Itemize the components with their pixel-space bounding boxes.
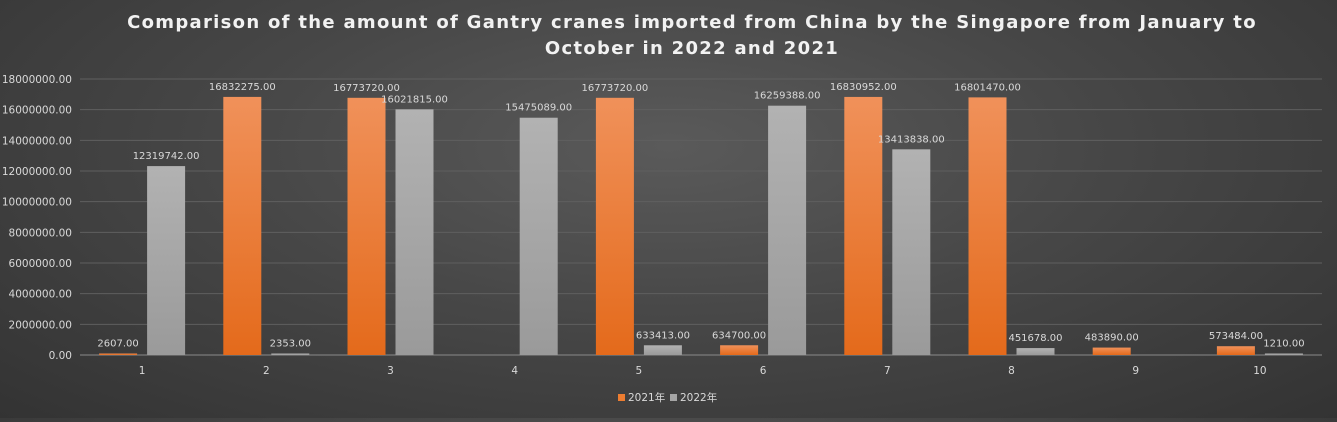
x-tick-label: 9 <box>1132 365 1139 377</box>
y-tick-label: 8000000.00 <box>9 227 72 239</box>
x-tick-label: 1 <box>139 365 146 377</box>
x-tick-label: 8 <box>1008 365 1015 377</box>
legend-label: 2021年 <box>628 391 665 404</box>
data-labels: 2607.00 12319742.00 16832275.00 2353.00 1677… <box>97 82 1304 350</box>
bars <box>99 96 1303 356</box>
y-tick-label: 0.00 <box>49 350 72 362</box>
x-tick-label: 4 <box>511 365 518 377</box>
data-label: 16830952.00 <box>830 82 897 93</box>
bar-series-2021 <box>223 96 262 355</box>
data-label: 2353.00 <box>270 339 311 350</box>
y-tick-label: 18000000.00 <box>2 74 72 86</box>
x-tick-label: 3 <box>387 365 394 377</box>
bar-series-2022 <box>271 353 310 355</box>
x-tick-label: 5 <box>636 365 643 377</box>
bar-series-2021 <box>844 96 883 355</box>
data-label: 16773720.00 <box>581 83 648 94</box>
bar-series-2021 <box>720 345 759 355</box>
x-tick-label: 10 <box>1253 365 1266 377</box>
bar-series-2022 <box>892 149 931 355</box>
bar-series-2022 <box>147 166 186 355</box>
y-tick-label: 6000000.00 <box>9 258 72 270</box>
bar-series-2022 <box>519 117 558 355</box>
gridlines <box>80 78 1322 356</box>
bar-series-2021 <box>595 97 634 355</box>
data-label: 633413.00 <box>636 330 690 341</box>
data-label: 2607.00 <box>97 339 138 350</box>
data-label: 1210.00 <box>1263 339 1304 350</box>
y-tick-label: 12000000.00 <box>2 166 72 178</box>
y-axis-tick-labels: 0.00 2000000.00 4000000.00 6000000.00 800000… <box>2 74 72 362</box>
legend: 2021年 2022年 <box>618 391 717 404</box>
x-axis-tick-labels: 1 2 3 4 5 6 7 8 9 10 <box>139 365 1267 377</box>
bar-series-2021 <box>99 353 138 355</box>
legend-label: 2022年 <box>680 391 717 404</box>
data-label: 451678.00 <box>1008 333 1062 344</box>
legend-swatch <box>618 394 625 401</box>
bar-series-2021 <box>347 97 386 355</box>
data-label: 483890.00 <box>1085 333 1139 344</box>
bar-series-2022 <box>768 105 807 355</box>
data-label: 16832275.00 <box>209 82 276 93</box>
x-tick-label: 7 <box>884 365 891 377</box>
bar-series-2021 <box>1216 346 1255 355</box>
bar-series-2022 <box>1264 353 1303 355</box>
data-label: 573484.00 <box>1209 331 1263 342</box>
bar-series-2021 <box>968 97 1007 356</box>
data-label: 634700.00 <box>712 330 766 341</box>
bar-series-2022 <box>643 345 682 355</box>
x-tick-label: 2 <box>263 365 270 377</box>
data-label: 12319742.00 <box>133 151 200 162</box>
legend-swatch <box>670 394 677 401</box>
data-label: 13413838.00 <box>878 134 945 145</box>
y-tick-label: 2000000.00 <box>9 319 72 331</box>
bar-series-2022 <box>1016 348 1055 355</box>
y-tick-label: 10000000.00 <box>2 197 72 209</box>
chart-title-line-1: Comparison of the amount of Gantry crane… <box>127 12 1257 33</box>
y-tick-label: 14000000.00 <box>2 135 72 147</box>
bar-series-2021 <box>1092 347 1131 355</box>
bar-series-2022 <box>395 109 434 355</box>
data-label: 16259388.00 <box>754 91 821 102</box>
data-label: 15475089.00 <box>505 103 572 114</box>
data-label: 16021815.00 <box>381 94 448 105</box>
y-tick-label: 4000000.00 <box>9 289 72 301</box>
data-label: 16801470.00 <box>954 82 1021 93</box>
y-tick-label: 16000000.00 <box>2 105 72 117</box>
x-tick-label: 6 <box>760 365 767 377</box>
data-label: 16773720.00 <box>333 83 400 94</box>
chart-title-line-2: October in 2022 and 2021 <box>545 38 839 59</box>
